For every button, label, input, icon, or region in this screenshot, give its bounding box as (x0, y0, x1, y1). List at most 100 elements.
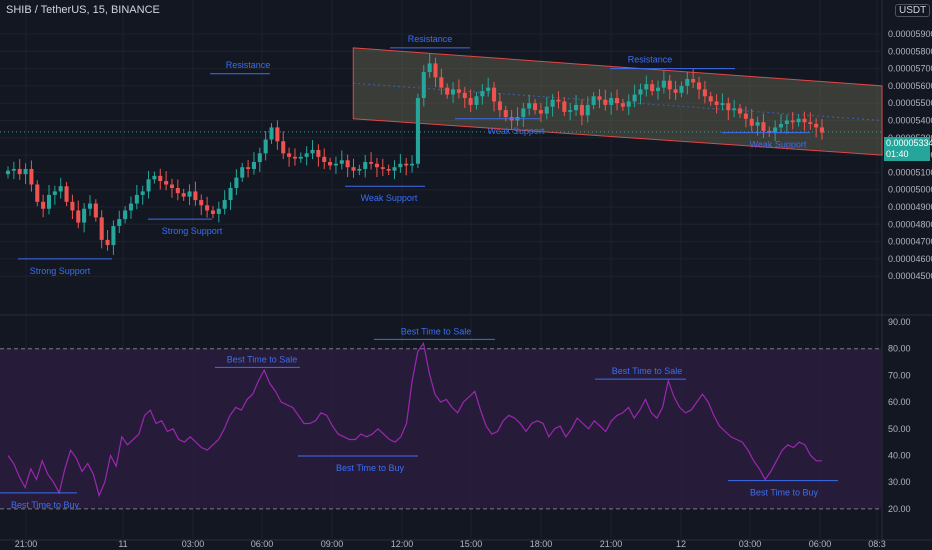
buy-signal-label: Best Time to Buy (336, 463, 405, 473)
candle-body (287, 153, 292, 157)
candle-body (328, 162, 333, 166)
price-tick-label: 0.00005000 (888, 185, 932, 195)
time-tick-label: 21:00 (15, 539, 38, 549)
candle-body (205, 205, 210, 211)
support-label: Strong Support (30, 266, 91, 276)
buy-signal-label: Best Time to Buy (11, 500, 80, 510)
buy-signal-label: Best Time to Buy (750, 488, 819, 498)
candle-body (257, 153, 262, 163)
time-tick-label: 06:00 (251, 539, 274, 549)
price-tick-label: 0.00005100 (888, 167, 932, 177)
candle-body (415, 98, 420, 164)
candle-body (146, 179, 151, 192)
candle-body (726, 103, 731, 111)
time-tick-label: 21:00 (600, 539, 623, 549)
candle-body (521, 108, 526, 118)
candle-body (550, 99, 555, 107)
candle-body (685, 78, 690, 86)
price-tick-label: 0.00005700 (888, 64, 932, 74)
resistance-label: Resistance (628, 55, 673, 65)
candle-body (679, 85, 684, 93)
bar-countdown: 01:40 (886, 149, 909, 159)
candle-body (123, 210, 128, 220)
support-label: Weak Support (750, 140, 807, 150)
candle-body (720, 103, 725, 105)
candle-body (544, 106, 549, 114)
candle-body (263, 139, 268, 154)
candle-body (808, 122, 813, 124)
candle-body (732, 108, 737, 111)
candle-body (445, 87, 450, 95)
candle-body (538, 110, 543, 114)
candle-body (591, 96, 596, 105)
candle-body (304, 153, 309, 157)
candle-body (796, 118, 801, 123)
candle-body (650, 84, 655, 92)
candle-body (708, 96, 713, 102)
candle-body (427, 63, 432, 73)
candle-body (597, 96, 602, 100)
candle-body (164, 181, 169, 185)
candle-body (298, 156, 303, 159)
time-tick-label: 03:00 (182, 539, 205, 549)
time-tick-label: 08:3 (868, 539, 886, 549)
candle-body (140, 191, 145, 195)
price-tick-label: 0.00005400 (888, 116, 932, 126)
candle-body (222, 200, 227, 209)
candle-body (52, 191, 57, 195)
rsi-tick-label: 50.00 (888, 424, 911, 434)
candle-body (339, 160, 344, 164)
candle-body (439, 77, 444, 88)
candle-body (281, 141, 286, 154)
candle-body (714, 101, 719, 105)
candle-body (755, 122, 760, 126)
candle-body (345, 160, 350, 168)
time-tick-label: 11 (118, 539, 127, 549)
annotations-group: Resistance Resistance Resistance Strong Sup… (0, 34, 838, 510)
candle-body (421, 72, 426, 99)
candle-body (29, 168, 34, 185)
candle-body (667, 80, 672, 90)
candle-body (673, 89, 678, 93)
candle-body (64, 186, 69, 202)
symbol-title[interactable]: SHIB / TetherUS, 15, BINANCE (6, 4, 160, 16)
candle-body (702, 89, 707, 97)
candle-body (292, 156, 297, 159)
rsi-tick-label: 90.00 (888, 317, 911, 327)
candle-body (374, 163, 379, 168)
candle-body (322, 156, 327, 163)
candle-body (240, 167, 245, 178)
rsi-tick-label: 20.00 (888, 504, 911, 514)
candle-body (111, 226, 116, 246)
price-tick-label: 0.00004900 (888, 202, 932, 212)
candle-body (778, 123, 784, 128)
currency-badge[interactable]: USDT (895, 4, 931, 17)
rsi-line (7, 341, 822, 498)
candle-body (369, 162, 374, 164)
candle-body (158, 175, 163, 182)
candle-body (351, 167, 356, 171)
candle-body (609, 98, 614, 105)
candle-body (814, 123, 819, 128)
candle-body (363, 162, 368, 169)
candle-body (87, 203, 93, 209)
candle-body (802, 118, 807, 123)
candle-body (574, 104, 579, 111)
candle-body (620, 103, 625, 107)
candle-body (497, 101, 502, 111)
time-tick-label: 03:00 (739, 539, 762, 549)
candle-body (784, 120, 789, 124)
candle-body (17, 168, 22, 175)
candle-body (169, 184, 175, 188)
candle-body (246, 167, 251, 169)
candle-body (626, 101, 631, 107)
candle-body (773, 127, 778, 133)
time-tick-label: 12 (676, 539, 686, 549)
candle-body (93, 203, 98, 218)
candle-body (433, 63, 438, 78)
price-tick-label: 0.00004800 (888, 219, 932, 229)
candle-body (228, 187, 233, 201)
candle-body (568, 110, 573, 112)
price-tick-label: 0.00005500 (888, 98, 932, 108)
